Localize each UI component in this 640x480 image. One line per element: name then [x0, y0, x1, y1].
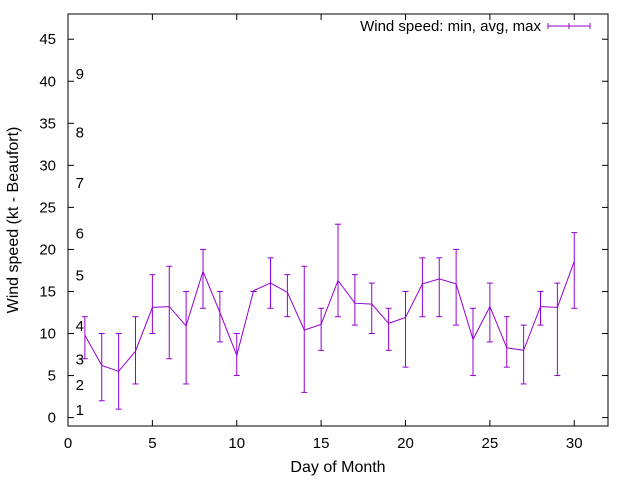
x-axis: 0 5 10 15 20 25 30 — [64, 14, 583, 452]
beaufort-label: 9 — [76, 66, 84, 83]
beaufort-label: 6 — [76, 226, 84, 243]
y-tick-label: 15 — [39, 283, 56, 300]
y-tick-label: 5 — [48, 368, 56, 385]
series-layer — [81, 223, 578, 410]
x-tick-label: 5 — [148, 435, 156, 452]
y-tick-label: 40 — [39, 73, 56, 90]
beaufort-label: 1 — [76, 402, 84, 419]
beaufort-scale-labels: 1 2 3 4 5 6 7 8 9 — [76, 66, 84, 419]
x-tick-label: 30 — [566, 435, 583, 452]
beaufort-label: 4 — [76, 318, 84, 335]
beaufort-label: 3 — [76, 352, 84, 369]
x-tick-label: 15 — [313, 435, 330, 452]
y-tick-label: 0 — [48, 410, 56, 427]
x-tick-label: 10 — [228, 435, 245, 452]
x-axis-title: Day of Month — [290, 459, 385, 476]
y-tick-label: 35 — [39, 115, 56, 132]
y-tick-label: 30 — [39, 157, 56, 174]
y-tick-label: 20 — [39, 241, 56, 258]
x-tick-label: 25 — [482, 435, 499, 452]
beaufort-label: 8 — [76, 125, 84, 142]
plot-frame — [67, 13, 609, 427]
y-axis-title: Wind speed (kt - Beaufort) — [5, 127, 22, 314]
x-tick-label: 0 — [64, 435, 72, 452]
y-tick-label: 10 — [39, 326, 56, 343]
beaufort-label: 2 — [76, 377, 84, 394]
avg-line — [84, 261, 575, 372]
beaufort-label: 5 — [76, 268, 84, 285]
beaufort-label: 7 — [76, 175, 84, 192]
y-tick-label: 45 — [39, 31, 56, 48]
x-tick-label: 20 — [397, 435, 414, 452]
legend-label: Wind speed: min, avg, max — [360, 18, 541, 35]
y-tick-label: 25 — [39, 199, 56, 216]
legend: Wind speed: min, avg, max — [360, 18, 591, 35]
